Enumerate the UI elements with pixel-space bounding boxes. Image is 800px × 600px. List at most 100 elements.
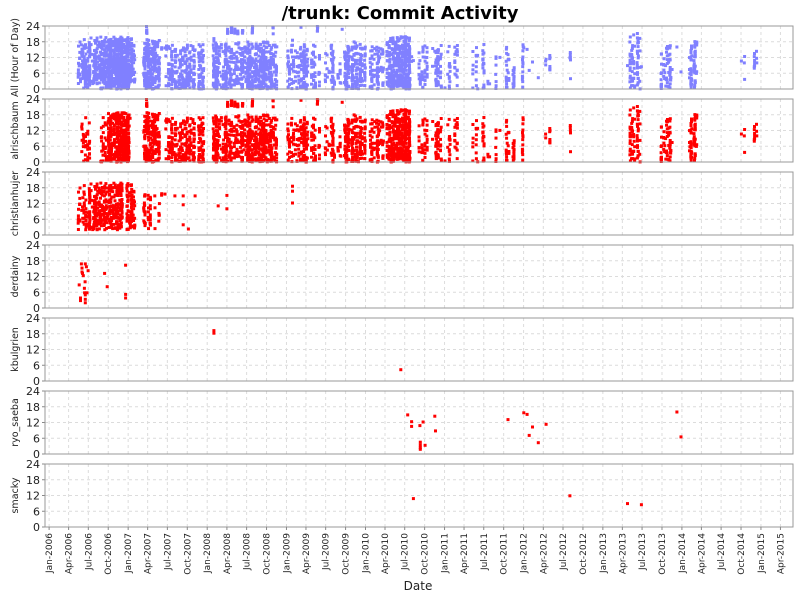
data-point: [232, 56, 236, 60]
data-point: [232, 60, 236, 64]
data-point: [347, 85, 351, 88]
data-point: [636, 72, 639, 76]
data-point: [254, 147, 258, 151]
data-point: [217, 135, 221, 139]
data-point: [240, 140, 244, 144]
data-point: [243, 46, 247, 50]
data-point: [544, 59, 548, 63]
data-point: [187, 156, 191, 160]
data-point: [108, 38, 112, 42]
data-point: [130, 49, 134, 53]
data-point: [88, 55, 91, 59]
data-point: [423, 59, 427, 63]
data-point: [103, 82, 107, 86]
data-point: [453, 72, 457, 76]
data-point: [379, 47, 383, 51]
data-point: [474, 65, 478, 69]
data-point: [86, 132, 90, 136]
data-point: [224, 127, 228, 131]
data-point: [173, 71, 177, 75]
data-point: [403, 46, 407, 50]
data-point: [123, 65, 126, 69]
data-point: [235, 79, 239, 82]
data-point: [521, 65, 525, 69]
data-point: [126, 124, 130, 128]
data-point: [398, 44, 402, 48]
data-point: [345, 82, 349, 86]
data-point: [287, 67, 291, 71]
data-point: [83, 153, 87, 157]
data-point: [417, 73, 421, 77]
data-point: [398, 83, 402, 87]
data-point: [258, 58, 262, 62]
data-point: [142, 144, 146, 148]
data-point: [151, 155, 154, 158]
data-point: [174, 59, 178, 63]
data-point: [170, 77, 174, 81]
data-point: [269, 129, 273, 133]
data-point: [302, 57, 306, 60]
data-point: [421, 75, 425, 79]
data-point: [117, 129, 121, 133]
data-point: [259, 80, 263, 84]
data-point: [202, 54, 205, 57]
data-point: [197, 76, 201, 80]
data-point: [400, 60, 404, 64]
data-point: [202, 127, 205, 130]
data-point: [214, 144, 218, 148]
data-point: [93, 71, 96, 75]
data-point: [425, 61, 429, 65]
data-point: [185, 116, 189, 120]
data-point: [126, 86, 129, 90]
data-point: [157, 79, 161, 83]
data-point: [121, 38, 125, 42]
data-point: [124, 128, 128, 132]
data-point: [149, 52, 152, 56]
data-point: [121, 128, 125, 132]
data-point: [400, 78, 404, 82]
data-point: [241, 31, 245, 35]
data-point: [439, 52, 443, 56]
data-point: [396, 54, 399, 58]
data-point: [235, 65, 239, 69]
data-point: [192, 67, 196, 71]
data-point: [185, 71, 189, 75]
data-point: [174, 132, 178, 136]
data-point: [434, 83, 438, 87]
data-point: [107, 78, 111, 82]
data-point: [150, 130, 154, 134]
data-point: [305, 60, 309, 64]
data-point: [248, 127, 252, 131]
data-point: [235, 74, 239, 78]
data-point: [116, 132, 120, 136]
data-point: [121, 135, 125, 139]
data-point: [188, 135, 192, 139]
data-point: [121, 151, 125, 155]
data-point: [504, 75, 508, 79]
data-point: [188, 78, 192, 82]
data-point: [630, 76, 634, 80]
data-point: [167, 62, 171, 66]
data-point: [372, 57, 376, 61]
data-point: [636, 77, 640, 80]
data-point: [425, 75, 429, 79]
data-point: [93, 39, 97, 42]
data-point: [183, 62, 187, 65]
data-point: [239, 72, 243, 76]
data-point: [125, 49, 129, 53]
data-point: [111, 58, 115, 62]
data-point: [152, 78, 156, 82]
data-point: [248, 48, 251, 52]
data-point: [86, 59, 90, 63]
data-point: [226, 27, 230, 31]
data-point: [170, 153, 174, 156]
data-point: [287, 60, 290, 64]
data-point: [148, 124, 152, 128]
data-point: [183, 133, 187, 137]
data-point: [185, 138, 189, 142]
data-point: [286, 79, 290, 83]
data-point: [375, 71, 379, 75]
data-point: [271, 26, 275, 30]
data-point: [153, 149, 156, 153]
data-point: [145, 104, 149, 108]
